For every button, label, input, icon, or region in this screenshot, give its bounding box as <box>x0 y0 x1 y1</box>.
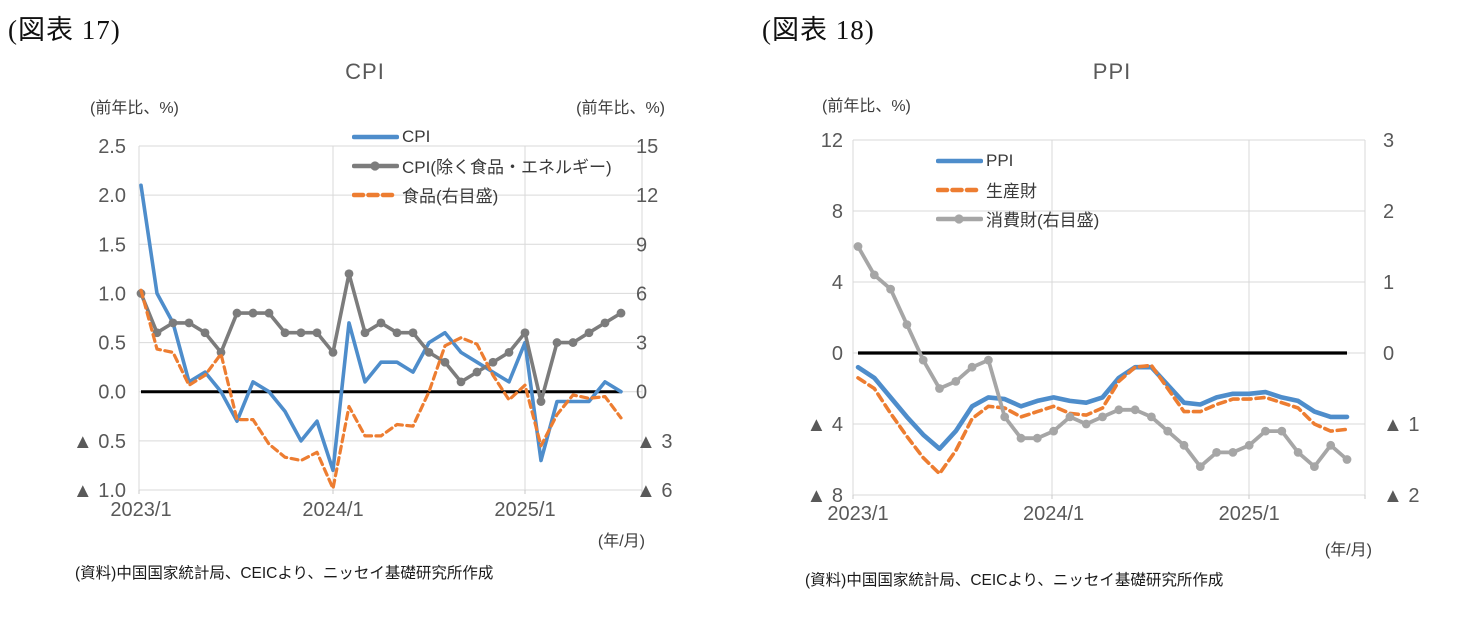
series-生産財 <box>856 363 1349 476</box>
legend-item: 生産財 <box>936 175 1099 204</box>
cpi-source-note: (資料)中国国家統計局、CEICより、ニッセイ基礎研究所作成 <box>75 565 494 582</box>
svg-text:2: 2 <box>1383 201 1394 223</box>
legend-item: 消費財(右目盛) <box>936 204 1099 233</box>
svg-text:2.5: 2.5 <box>98 136 126 158</box>
cpi-chart-plot: 2.5 2.0 1.5 1.0 0.5 0.0 ▲ 0.5 ▲ 1.0 15 12 9 6 3 0 ▲ 3 ▲… <box>73 136 673 521</box>
svg-text:6: 6 <box>636 283 647 305</box>
svg-text:9: 9 <box>636 234 647 256</box>
legend-line-sample <box>352 134 399 139</box>
svg-text:2023/1: 2023/1 <box>110 499 171 521</box>
svg-text:12: 12 <box>636 185 658 207</box>
figure-17-label: (図表 17) <box>8 15 121 45</box>
cpi-left-axis-unit: (前年比、%) <box>90 100 179 117</box>
series-消費財(右目盛) <box>853 242 1352 471</box>
series-CPI(除く食品・エネルギー) <box>136 269 626 406</box>
svg-text:2024/1: 2024/1 <box>1023 503 1084 525</box>
svg-text:2024/1: 2024/1 <box>302 499 363 521</box>
svg-text:0: 0 <box>832 343 843 365</box>
svg-text:12: 12 <box>821 130 843 152</box>
legend-label: PPI <box>986 150 1014 170</box>
series-食品(右目盛) <box>139 288 623 490</box>
svg-text:15: 15 <box>636 136 658 158</box>
ppi-chart-plot: 12 8 4 0 ▲ 4 ▲ 8 3 2 1 0 ▲ 1 ▲ 2 2023/1 2024/1 2025/1 <box>807 130 1420 525</box>
legend-label: CPI <box>402 126 431 146</box>
legend-label: 生産財 <box>986 182 1037 201</box>
ppi-chart-title: PPI <box>1092 59 1132 84</box>
svg-text:3: 3 <box>636 333 647 355</box>
legend-line-sample <box>936 213 983 224</box>
legend-item: CPI <box>352 122 612 151</box>
svg-text:▲ 3: ▲ 3 <box>636 431 672 453</box>
svg-text:▲ 8: ▲ 8 <box>807 485 843 507</box>
svg-text:▲ 1: ▲ 1 <box>1383 414 1419 436</box>
cpi-right-axis-unit: (前年比、%) <box>576 100 665 117</box>
svg-text:3: 3 <box>1383 130 1394 152</box>
svg-text:▲ 2: ▲ 2 <box>1383 485 1419 507</box>
ppi-legend: PPI 生産財消費財(右目盛) <box>936 146 1099 233</box>
cpi-x-axis-unit: (年/月) <box>597 533 645 550</box>
svg-text:▲ 0.5: ▲ 0.5 <box>73 431 126 453</box>
legend-label: 消費財(右目盛) <box>986 211 1100 230</box>
svg-text:2025/1: 2025/1 <box>1219 503 1280 525</box>
svg-text:0.0: 0.0 <box>98 382 126 404</box>
ppi-left-axis-unit: (前年比、%) <box>822 98 911 115</box>
cpi-legend: CPI CPI(除く食品・エネルギー) 食品(右目盛) <box>352 122 612 209</box>
legend-line-sample <box>352 192 399 197</box>
series-PPI <box>855 364 1350 452</box>
figure-18-label: (図表 18) <box>762 15 875 45</box>
gridlines <box>852 139 1366 499</box>
ppi-x-axis-unit: (年/月) <box>1324 542 1372 559</box>
cpi-chart-title: CPI <box>345 59 385 84</box>
svg-text:2.0: 2.0 <box>98 185 126 207</box>
svg-text:4: 4 <box>832 272 843 294</box>
legend-label: 食品(右目盛) <box>402 187 499 206</box>
svg-text:0.5: 0.5 <box>98 333 126 355</box>
axis-tick-labels: 2.5 2.0 1.5 1.0 0.5 0.0 ▲ 0.5 ▲ 1.0 15 12 9 6 3 0 ▲ 3 ▲… <box>73 136 673 521</box>
axis-tick-labels: 12 8 4 0 ▲ 4 ▲ 8 3 2 1 0 ▲ 1 ▲ 2 2023/1 2024/1 2025/1 <box>807 130 1420 525</box>
legend-item: CPI(除く食品・エネルギー) <box>352 151 612 180</box>
legend-line-sample <box>936 187 983 192</box>
svg-text:2023/1: 2023/1 <box>827 503 888 525</box>
svg-text:0: 0 <box>636 382 647 404</box>
legend-item: PPI <box>936 146 1099 175</box>
svg-text:1.5: 1.5 <box>98 234 126 256</box>
svg-text:8: 8 <box>832 201 843 223</box>
legend-line-sample <box>936 158 983 163</box>
svg-text:0: 0 <box>1383 343 1394 365</box>
svg-text:▲ 4: ▲ 4 <box>807 414 843 436</box>
svg-text:1: 1 <box>1383 272 1394 294</box>
legend-label: CPI(除く食品・エネルギー) <box>402 158 612 177</box>
svg-text:▲ 1.0: ▲ 1.0 <box>73 480 126 502</box>
series-CPI <box>139 183 623 473</box>
svg-text:2025/1: 2025/1 <box>494 499 555 521</box>
legend-item: 食品(右目盛) <box>352 180 612 209</box>
legend-line-sample <box>352 160 399 171</box>
svg-text:1.0: 1.0 <box>98 283 126 305</box>
svg-text:▲ 6: ▲ 6 <box>636 480 672 502</box>
ppi-source-note: (資料)中国国家統計局、CEICより、ニッセイ基礎研究所作成 <box>805 572 1224 589</box>
